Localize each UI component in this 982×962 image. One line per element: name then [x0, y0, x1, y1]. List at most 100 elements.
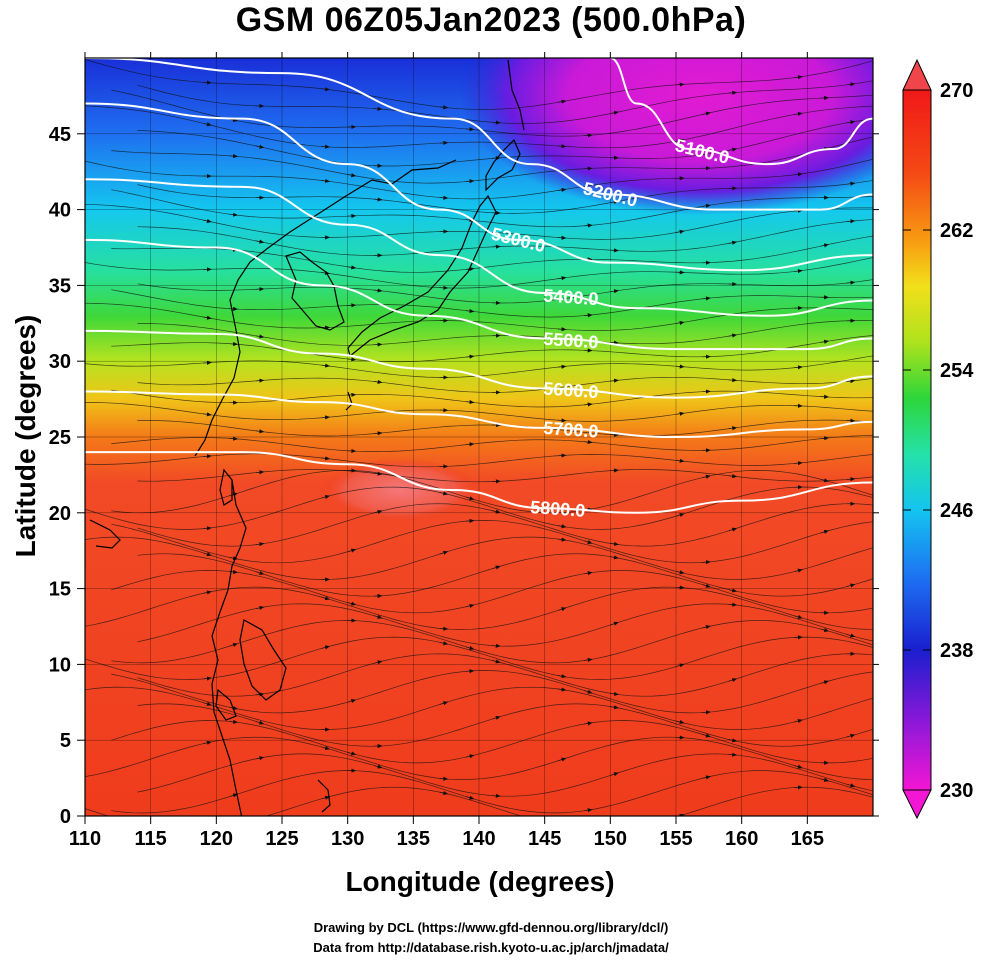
contour-label: 5400.0 — [543, 285, 599, 309]
streamline — [347, 669, 475, 703]
streamline — [583, 690, 711, 715]
streamline — [229, 303, 357, 311]
streamline — [675, 568, 803, 580]
streamline — [820, 296, 873, 299]
streamline — [794, 454, 873, 464]
streamline — [728, 501, 856, 532]
streamline — [846, 783, 873, 792]
streamline — [492, 621, 619, 647]
streamline — [203, 413, 330, 421]
streamline — [794, 786, 873, 798]
streamline — [321, 550, 449, 580]
streamline — [794, 105, 873, 115]
streamline — [584, 720, 711, 738]
streamline — [321, 486, 449, 499]
streamline — [820, 671, 873, 684]
streamline — [229, 699, 357, 714]
streamline — [675, 460, 803, 466]
streamline — [137, 184, 265, 200]
streamline — [846, 320, 873, 322]
streamline — [610, 333, 738, 345]
y-tick-label: 5 — [60, 730, 71, 752]
streamline — [846, 653, 873, 656]
streamline — [610, 527, 738, 547]
streamline — [610, 469, 738, 479]
streamline — [610, 678, 738, 697]
credit-drawing: Drawing by DCL (https://www.gfd-dennou.o… — [313, 920, 669, 935]
streamline — [321, 636, 449, 649]
x-tick-label: 160 — [725, 828, 758, 850]
streamline — [675, 305, 803, 324]
streamline — [255, 571, 383, 599]
chart-title: GSM 06Z05Jan2023 (500.0hPa) — [235, 1, 747, 39]
streamline — [820, 628, 873, 646]
streamline — [85, 454, 212, 465]
streamline — [229, 468, 357, 497]
streamline — [584, 166, 711, 171]
streamline — [137, 605, 265, 643]
streamline — [255, 377, 383, 385]
streamline — [557, 320, 685, 331]
streamline — [492, 468, 619, 482]
streamline — [675, 75, 803, 86]
streamline — [557, 513, 685, 530]
x-tick-label: 145 — [528, 828, 561, 850]
streamline — [846, 219, 873, 222]
contour-label: 5600.0 — [543, 378, 599, 402]
streamline — [203, 645, 330, 680]
streamline — [229, 618, 357, 647]
colorbar-tick-label: 262 — [940, 220, 973, 242]
streamline — [728, 82, 856, 94]
streamline — [137, 703, 265, 725]
streamline — [557, 538, 685, 575]
streamline — [137, 756, 265, 793]
streamline — [557, 229, 685, 240]
streamline — [610, 240, 738, 252]
streamline — [255, 660, 383, 696]
contour-line — [85, 102, 873, 272]
streamline — [728, 583, 856, 597]
streamline — [255, 240, 383, 258]
streamline — [557, 454, 685, 463]
streamline — [85, 590, 212, 627]
colorbar-tick-label: 230 — [940, 780, 973, 802]
streamline — [846, 728, 873, 738]
x-tick-label: 130 — [331, 828, 364, 850]
contour-label: 5500.0 — [543, 329, 599, 353]
streamline — [846, 80, 873, 86]
streamline — [203, 316, 330, 330]
streamline — [465, 571, 593, 608]
streamline — [794, 405, 873, 412]
streamline — [557, 270, 685, 280]
x-tick-label: 150 — [594, 828, 627, 850]
streamline — [203, 586, 330, 601]
y-tick-label: 0 — [60, 806, 71, 828]
streamline — [255, 469, 383, 476]
streamline — [557, 735, 685, 762]
streamline — [846, 279, 873, 284]
streamline — [321, 364, 449, 380]
streamline — [584, 775, 711, 812]
x-axis: 110 115 120 125 130 135 140 145 150 155 160 165 — [69, 52, 824, 850]
streamline — [347, 394, 475, 405]
streamline — [229, 155, 357, 178]
streamline — [137, 378, 265, 386]
streamline — [347, 602, 475, 614]
streamline — [347, 174, 475, 184]
streamline — [439, 791, 523, 816]
y-tick-label: 15 — [49, 579, 71, 601]
streamline — [347, 214, 475, 223]
streamline — [229, 571, 357, 606]
colorbar-gradient — [902, 89, 932, 791]
streamline — [137, 323, 265, 339]
streamline — [465, 348, 593, 358]
x-tick-label: 155 — [659, 828, 692, 850]
streamline — [557, 585, 685, 611]
x-tick-label: 140 — [462, 828, 495, 850]
streamline — [85, 508, 212, 531]
streamline — [137, 226, 265, 244]
streamline — [255, 603, 383, 619]
streamline — [557, 82, 685, 103]
streamline — [321, 596, 449, 631]
